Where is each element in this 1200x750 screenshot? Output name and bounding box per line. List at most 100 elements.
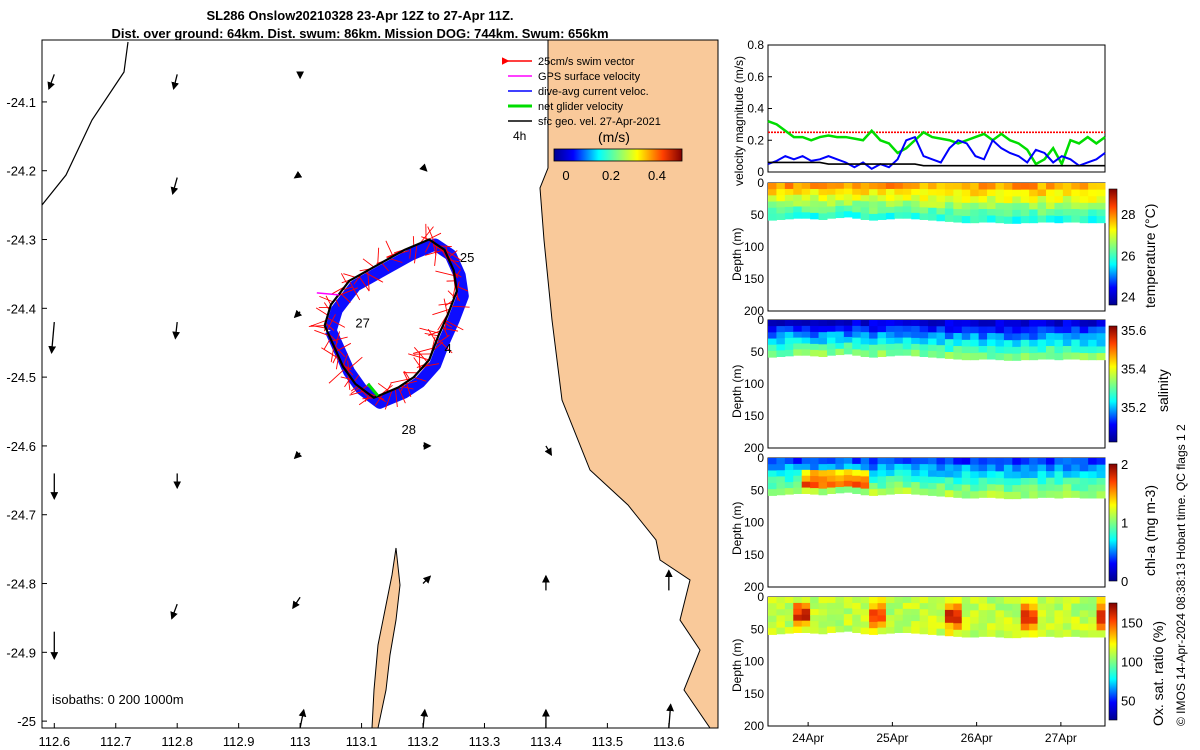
profile-cell (768, 489, 777, 496)
profile-cell (987, 623, 996, 631)
profile-cell (936, 470, 946, 478)
geo-velocity-arrow (422, 575, 432, 584)
profile-cell (953, 202, 963, 210)
profile-cell (869, 597, 879, 604)
profile-cell (1088, 458, 1098, 466)
profile-cell (801, 469, 811, 477)
profile-cell (860, 207, 870, 214)
profile-cell (995, 216, 1005, 224)
profile-cell (784, 200, 794, 208)
profile-cell (1054, 189, 1064, 197)
profile-cell (1029, 623, 1039, 631)
profile-cell (793, 608, 803, 616)
profile-cell (928, 628, 937, 635)
profile-cell (801, 597, 811, 604)
profile-cell (1020, 216, 1030, 224)
profile-cell (1046, 339, 1055, 347)
profile-cell (1029, 484, 1039, 492)
profile-cell (978, 346, 988, 354)
profile-cell (953, 333, 963, 341)
profile-cell (944, 483, 954, 491)
profile-cell (936, 214, 946, 222)
swim-vector (445, 319, 464, 331)
profile-cell (1088, 183, 1098, 191)
profile-cell (987, 610, 996, 618)
profile-cell (894, 626, 904, 633)
profile-cell (1096, 353, 1106, 361)
profile-cell (1020, 346, 1030, 354)
profile-cell (801, 337, 811, 344)
profile-cell (818, 332, 828, 339)
profile-cell (826, 343, 836, 350)
profile-cell (936, 603, 946, 611)
profile-cell (1046, 464, 1055, 472)
profile-cell (1054, 597, 1064, 605)
profile-cell (1020, 471, 1030, 479)
velocity-line-gps (768, 161, 1105, 167)
profile-cell (1071, 352, 1081, 360)
profile-cell (1079, 484, 1089, 492)
profile-cell (776, 344, 786, 351)
profile-cell (944, 622, 954, 630)
profile-cell (869, 183, 879, 190)
profile-cell (1071, 183, 1081, 191)
profile-cell (810, 597, 820, 604)
profile-cell (843, 194, 853, 201)
profile-cell (1096, 189, 1106, 197)
profile-cell (1096, 491, 1106, 499)
profile-cell (961, 630, 971, 638)
profile-cell (768, 603, 777, 610)
profile-cell (1012, 597, 1022, 605)
swim-vector (330, 346, 335, 363)
profile-cell (953, 603, 963, 611)
profile-cell (801, 194, 811, 202)
map-title-line2: Dist. over ground: 64km. Dist. swum: 86k… (111, 26, 609, 41)
swim-vector (367, 270, 370, 291)
profile-colorbar-tick: 150 (1121, 616, 1143, 631)
profile-cell (961, 477, 971, 486)
profile-cell (768, 464, 777, 471)
profile-cell (1079, 491, 1089, 499)
profile-cell (1003, 333, 1013, 341)
profile-cell (1096, 196, 1106, 204)
profile-cell (1079, 216, 1089, 224)
profile-cell (793, 343, 803, 350)
profile-cell (936, 622, 946, 630)
swim-vector (432, 242, 437, 256)
profile-ytick: 150 (744, 548, 764, 562)
profile-cell (826, 200, 836, 207)
profile-axes-frame (767, 182, 1106, 312)
profile-cell (1020, 623, 1030, 631)
land-coast (539, 40, 718, 728)
profile-cell (961, 339, 971, 347)
profile-cell (826, 320, 836, 327)
profile-cell (885, 331, 895, 339)
profile-cell (953, 189, 963, 197)
profile-cell (1029, 477, 1039, 486)
profile-cell (801, 349, 811, 356)
profile-cell (894, 188, 904, 196)
swim-vector (449, 259, 460, 263)
profile-cell (1079, 209, 1089, 217)
profile-cell (793, 597, 803, 604)
swim-vector (326, 317, 346, 328)
profile-cell (885, 621, 895, 628)
profile-cell (776, 615, 786, 623)
profile-cell (894, 206, 904, 213)
profile-cell (961, 209, 971, 217)
profile-cell (1037, 209, 1047, 217)
swim-vector (325, 322, 335, 331)
profile-cell (1046, 616, 1055, 624)
profile-cell (885, 464, 895, 471)
map-ytick-label: -24.2 (6, 164, 36, 179)
profile-cell (1003, 485, 1013, 493)
profile-cell (1079, 339, 1089, 347)
profile-cell (1037, 623, 1047, 631)
swim-vector (409, 247, 412, 259)
profile-cell (894, 608, 904, 616)
profile-cell (894, 487, 904, 494)
profile-cell (784, 337, 794, 345)
profile-cell (793, 194, 803, 202)
swim-vector (441, 327, 459, 332)
profile-cell (1054, 353, 1064, 361)
